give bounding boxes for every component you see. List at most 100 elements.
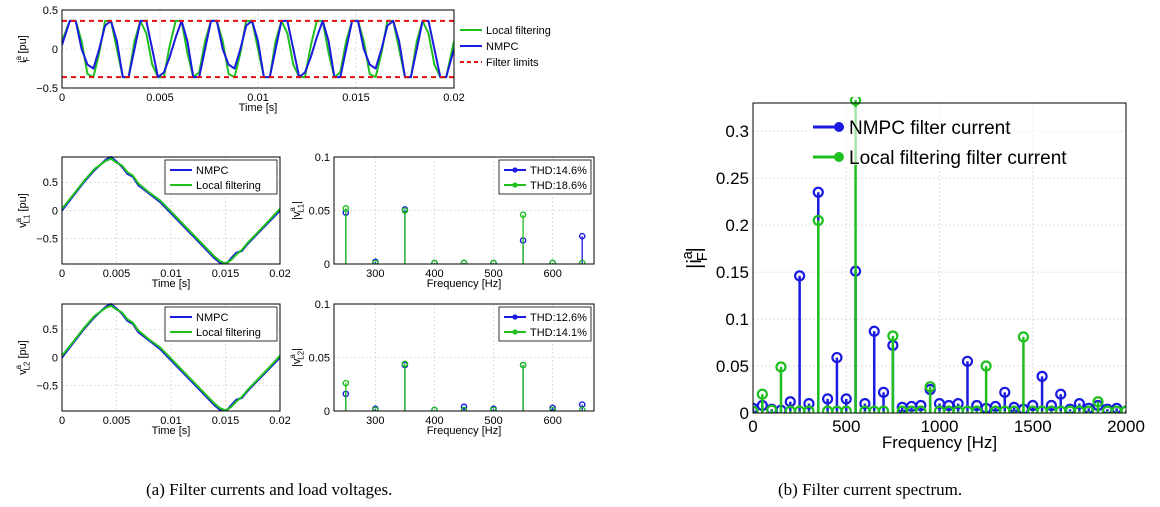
x-tick-label: 0	[59, 415, 65, 427]
legend-label: Filter limits	[486, 57, 539, 69]
legend: NMPC Local filtering	[164, 159, 278, 195]
legend-label: Local filtering	[486, 25, 551, 37]
legend: THD:14.6% THD:18.6%	[498, 159, 592, 195]
x-tick-label: 0.02	[443, 92, 464, 104]
x-tick-label: 0.015	[342, 92, 370, 104]
stem-marker-1	[372, 259, 379, 264]
svg-text:|iaF|: |iaF|	[680, 247, 711, 269]
plot-area	[62, 19, 454, 79]
stem-marker-0	[831, 351, 843, 364]
y-tick-label: 0.15	[716, 263, 749, 282]
y-axis-label: iaF [pu]	[14, 35, 31, 63]
plot-frame	[61, 156, 281, 265]
legend-label: Local filtering	[196, 327, 261, 339]
stem-marker-0	[1045, 399, 1058, 412]
legend-label: THD:14.6%	[530, 165, 587, 177]
stem-marker-0	[794, 270, 806, 282]
y-axis-label: vaL2 [pu]	[14, 340, 31, 375]
x-tick-label: 0.02	[269, 415, 290, 427]
stem-marker-1	[971, 405, 983, 413]
x-axis-label: Frequency [Hz]	[882, 433, 997, 452]
stem-marker-1	[401, 360, 409, 368]
stem-marker-1	[849, 97, 862, 106]
legend-box	[498, 306, 592, 342]
stem-marker-1	[924, 381, 936, 393]
y-axis-label: |vaL2|	[288, 348, 305, 367]
stem-marker-1	[753, 405, 759, 413]
legend-box	[164, 306, 278, 342]
chart-filter-current-spectrum: 0 500 1000 1500 2000 0.3 0.25 0.2 0.15 0.1 0.05 0 Fr…	[680, 97, 1145, 452]
chart-voltage-spectrum-2: 300 400 500 600 0.1 0.05 0 Frequency [Hz] |vaL2|…	[288, 299, 595, 437]
legend-box	[164, 159, 278, 195]
stem-marker-1	[490, 406, 497, 411]
legend-label: THD:18.6%	[530, 180, 587, 192]
y-tick-label: 0.5	[43, 324, 58, 336]
stem-marker-1	[887, 330, 899, 342]
legend-marker	[834, 152, 844, 162]
series-line-1	[62, 157, 280, 264]
y-tick-label: 0	[52, 352, 58, 364]
x-tick-label: 500	[832, 417, 860, 436]
y-tick-label: 0	[324, 259, 330, 271]
x-tick-label: 0.005	[103, 268, 131, 280]
stem-marker-1	[980, 360, 992, 372]
legend-box	[498, 159, 592, 195]
stem-marker-1	[840, 405, 852, 413]
legend-marker	[512, 182, 518, 188]
stem-marker-1	[372, 406, 379, 411]
svg-text:iaF [pu]: iaF [pu]	[14, 35, 31, 63]
stem-marker-1	[803, 405, 815, 413]
stem-marker-0	[989, 400, 1002, 413]
chart-voltage-spectrum-1: 300 400 500 600 0.1 0.05 0 Frequency [Hz] |vaL1|…	[288, 152, 595, 290]
legend-marker	[512, 167, 518, 173]
plot-area	[62, 156, 280, 264]
legend-label: NMPC	[196, 312, 228, 324]
stem-marker-1	[756, 388, 768, 400]
stem-marker-0	[915, 399, 927, 412]
legend-label: NMPC	[486, 41, 518, 53]
plot-frame	[333, 156, 595, 265]
legend-label: THD:14.1%	[530, 327, 587, 339]
plot-area	[342, 360, 586, 411]
y-tick-label: 0.05	[309, 205, 330, 217]
stem-marker-1	[549, 406, 556, 411]
legend: NMPC Local filtering	[164, 306, 278, 342]
y-tick-label: 0.1	[725, 310, 749, 329]
plot-frame	[61, 303, 281, 412]
y-tick-label: 0	[52, 44, 58, 56]
y-tick-label: 0.1	[315, 152, 330, 164]
y-tick-label: 0.1	[315, 299, 330, 311]
x-axis-label: Time [s]	[239, 102, 278, 114]
x-tick-label: 0.01	[160, 415, 181, 427]
x-tick-label: 0	[748, 417, 757, 436]
y-tick-label: 0	[52, 205, 58, 217]
stem-marker-0	[1073, 398, 1085, 410]
stem-marker-1	[401, 207, 409, 214]
stem-marker-0	[1055, 388, 1067, 400]
x-tick-label: 0.005	[103, 415, 131, 427]
x-axis-label: Time [s]	[152, 278, 191, 290]
x-tick-label: 1000	[921, 417, 959, 436]
x-tick-label: 0	[59, 268, 65, 280]
stem-marker-0	[859, 398, 871, 410]
svg-text:vaL2 [pu]: vaL2 [pu]	[14, 340, 31, 375]
x-axis-label: Frequency [Hz]	[427, 278, 502, 290]
stem-marker-0	[952, 398, 964, 410]
stem-marker-1	[1008, 405, 1020, 413]
caption-b: (b) Filter current spectrum.	[778, 480, 963, 499]
stem-marker-1	[877, 405, 890, 413]
y-tick-label: 0.05	[309, 352, 330, 364]
x-tick-label: 600	[543, 415, 561, 427]
stem-marker-1	[1120, 405, 1126, 413]
x-axis-label: Time [s]	[152, 425, 191, 437]
series-line-1	[62, 304, 280, 411]
stem-marker-1	[915, 405, 927, 413]
legend: Local filtering NMPC Filter limits	[460, 25, 551, 69]
x-tick-label: 400	[425, 268, 443, 280]
svg-text:vaL1 [pu]: vaL1 [pu]	[14, 193, 31, 228]
stem-marker-0	[1036, 370, 1048, 382]
y-tick-label: 0.2	[725, 216, 749, 235]
stem-marker-0	[821, 393, 834, 405]
plot-frame	[333, 303, 595, 412]
